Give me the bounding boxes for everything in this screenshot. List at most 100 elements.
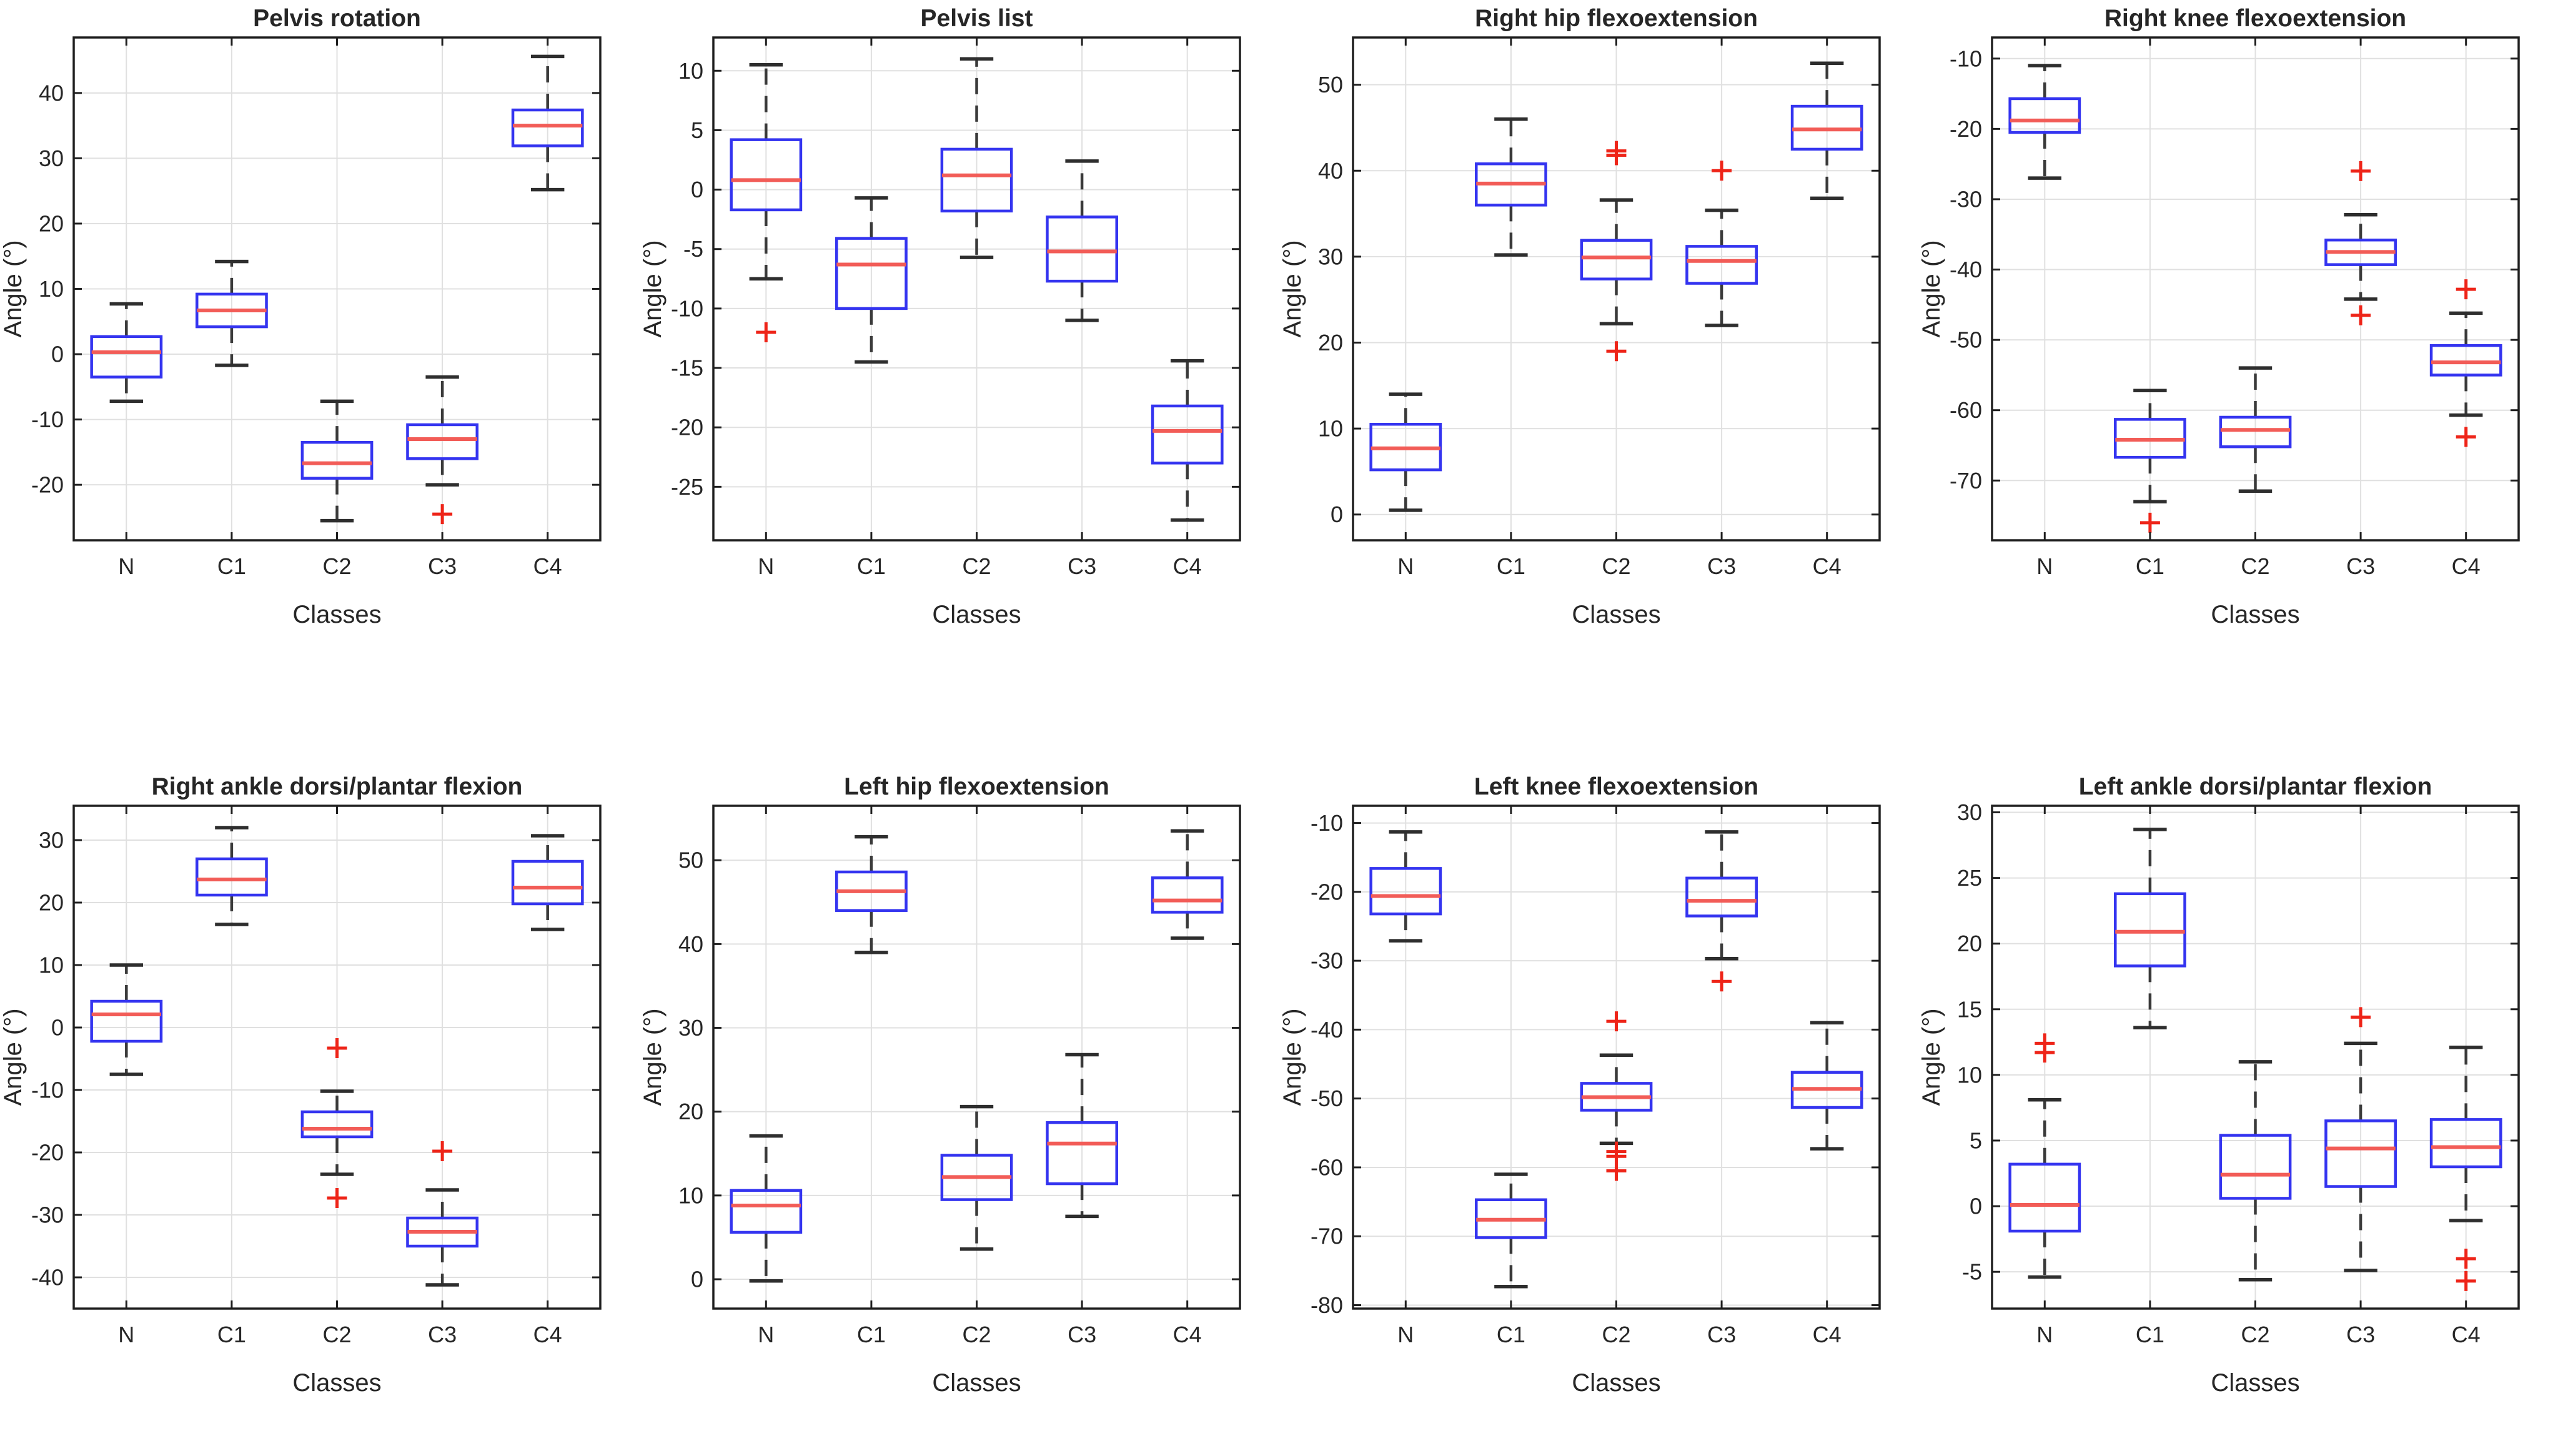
boxplot-canvas: -20 -10 0 10 20 30 40 N C1 C2 C3 C4 Pelvis rotation C… xyxy=(0,5,639,676)
x-tick-label: C4 xyxy=(533,553,562,579)
y-tick-label: 0 xyxy=(51,1015,64,1041)
box-C4 xyxy=(511,54,584,192)
y-tick-label: 20 xyxy=(1957,931,1982,956)
x-tick-label: N xyxy=(758,1322,774,1347)
y-tick-label: 15 xyxy=(1957,996,1982,1022)
iqr-box xyxy=(1685,876,1758,918)
box-N xyxy=(730,1134,802,1283)
x-axis-label: Classes xyxy=(1572,1369,1660,1397)
box-C3 xyxy=(406,375,478,525)
x-axis-label: Classes xyxy=(932,1369,1021,1397)
labels: -25 -20 -15 -10 -5 0 5 10 N C1 C2 C3 C4 Pelvis list Cl… xyxy=(640,5,1202,628)
outlier-marker xyxy=(2035,1042,2055,1063)
plot-title: Left ankle dorsi/plantar flexion xyxy=(2079,773,2432,800)
tick-marks xyxy=(713,806,1240,1309)
x-tick-label: N xyxy=(2037,1322,2053,1347)
iqr-box xyxy=(2324,239,2397,266)
box-C2 xyxy=(940,57,1013,259)
y-tick-label: 20 xyxy=(39,210,64,236)
y-tick-label: 30 xyxy=(678,1015,703,1041)
box-C1 xyxy=(835,196,908,364)
x-tick-label: C2 xyxy=(322,1322,351,1347)
y-axis-label: Angle (°) xyxy=(0,240,27,337)
y-tick-label: -10 xyxy=(671,295,703,321)
y-axis-label: Angle (°) xyxy=(1918,1008,1945,1106)
plot-title: Left hip flexoextension xyxy=(844,773,1109,800)
x-tick-label: C3 xyxy=(428,553,457,579)
iqr-box xyxy=(1580,239,1652,280)
y-tick-label: -20 xyxy=(31,1140,64,1166)
x-tick-label: C2 xyxy=(2241,553,2270,579)
x-tick-label: C1 xyxy=(1496,1322,1525,1347)
box-C4 xyxy=(1790,61,1863,201)
x-tick-label: N xyxy=(118,1322,134,1347)
subplot-left-knee-flexoextension: -80 -70 -60 -50 -40 -30 -20 -10 N C1 C2 C3 C4 Left kn… xyxy=(1279,773,1918,1445)
x-axis-label: Classes xyxy=(2211,601,2300,628)
iqr-box xyxy=(2430,344,2502,377)
y-tick-label: -70 xyxy=(1310,1224,1342,1249)
iqr-box xyxy=(1151,876,1224,914)
x-tick-label: C4 xyxy=(1172,553,1201,579)
iqr-box xyxy=(300,1110,374,1139)
plot-background xyxy=(0,5,639,676)
box-C3 xyxy=(2324,161,2397,325)
subplot-right-hip-flexoextension: 0 10 20 30 40 50 N C1 C2 C3 C4 Right hip flexoexten… xyxy=(1279,5,1918,676)
outlier-marker xyxy=(1606,1161,1626,1181)
y-tick-label: 10 xyxy=(678,1182,703,1208)
iqr-box xyxy=(300,440,374,480)
labels: -20 -10 0 10 20 30 40 N C1 C2 C3 C4 Pelvis rotation C… xyxy=(0,5,562,628)
x-axis-label: Classes xyxy=(1572,601,1660,628)
subplot-right-ankle-dorsi-plantar-flexion: -40 -30 -20 -10 0 10 20 30 N C1 C2 C3 C4 Right ankle … xyxy=(0,773,639,1445)
outlier-marker xyxy=(2351,1007,2371,1028)
y-tick-label: 20 xyxy=(1317,330,1342,355)
labels: -70 -60 -50 -40 -30 -20 -10 N C1 C2 C3 C4 Right knee… xyxy=(1918,5,2481,628)
outlier-marker xyxy=(432,1141,453,1161)
box-C4 xyxy=(1790,1021,1863,1151)
plot-title: Left knee flexoextension xyxy=(1474,773,1758,800)
box-N xyxy=(90,302,163,404)
y-tick-label: 40 xyxy=(678,931,703,957)
box-N xyxy=(2008,64,2081,180)
plot-background xyxy=(639,773,1279,1445)
grid xyxy=(713,806,1240,1309)
y-tick-label: 5 xyxy=(1970,1127,1982,1153)
iqr-box xyxy=(940,147,1013,213)
y-tick-label: -5 xyxy=(683,236,703,262)
y-tick-label: 30 xyxy=(1317,244,1342,269)
box-C4 xyxy=(1151,359,1224,522)
box-C1 xyxy=(835,834,908,954)
y-tick-label: -20 xyxy=(671,415,703,440)
x-tick-label: C4 xyxy=(1812,1322,1841,1347)
iqr-box xyxy=(511,108,584,147)
y-tick-label: -60 xyxy=(1950,397,1982,423)
x-tick-label: C3 xyxy=(428,1322,457,1347)
box-C2 xyxy=(1580,1011,1652,1181)
box-C2 xyxy=(300,1038,374,1208)
y-tick-label: -30 xyxy=(1950,186,1982,212)
labels: -5 0 5 10 15 20 25 30 N C1 C2 C3 C4 Left ankle dorsi/… xyxy=(1918,773,2481,1397)
tick-marks xyxy=(713,37,1240,540)
y-tick-label: 0 xyxy=(691,177,703,202)
y-tick-label: -30 xyxy=(1310,948,1342,974)
outlier-marker xyxy=(1606,145,1626,166)
y-tick-label: -10 xyxy=(1950,46,1982,71)
box-C2 xyxy=(300,399,374,523)
box-N xyxy=(1369,392,1442,512)
y-tick-label: 10 xyxy=(39,276,64,302)
y-tick-label: -20 xyxy=(31,472,64,498)
outlier-marker xyxy=(2140,512,2161,533)
x-tick-label: N xyxy=(118,553,134,579)
y-tick-label: -80 xyxy=(1310,1292,1342,1318)
iqr-box xyxy=(2008,1162,2081,1233)
y-tick-label: -10 xyxy=(1310,810,1342,836)
iqr-box xyxy=(835,237,908,310)
x-axis-label: Classes xyxy=(2211,1369,2300,1397)
y-tick-label: 40 xyxy=(39,80,64,106)
y-tick-label: 10 xyxy=(1317,416,1342,442)
iqr-box xyxy=(1474,1198,1547,1239)
subplot-pelvis-rotation: -20 -10 0 10 20 30 40 N C1 C2 C3 C4 Pelvis rotation C… xyxy=(0,5,639,676)
tick-marks xyxy=(1352,806,1880,1309)
y-tick-label: -10 xyxy=(31,407,64,432)
x-tick-label: C4 xyxy=(533,1322,562,1347)
labels: 0 10 20 30 40 50 N C1 C2 C3 C4 Left hip flexoextens… xyxy=(640,773,1202,1397)
